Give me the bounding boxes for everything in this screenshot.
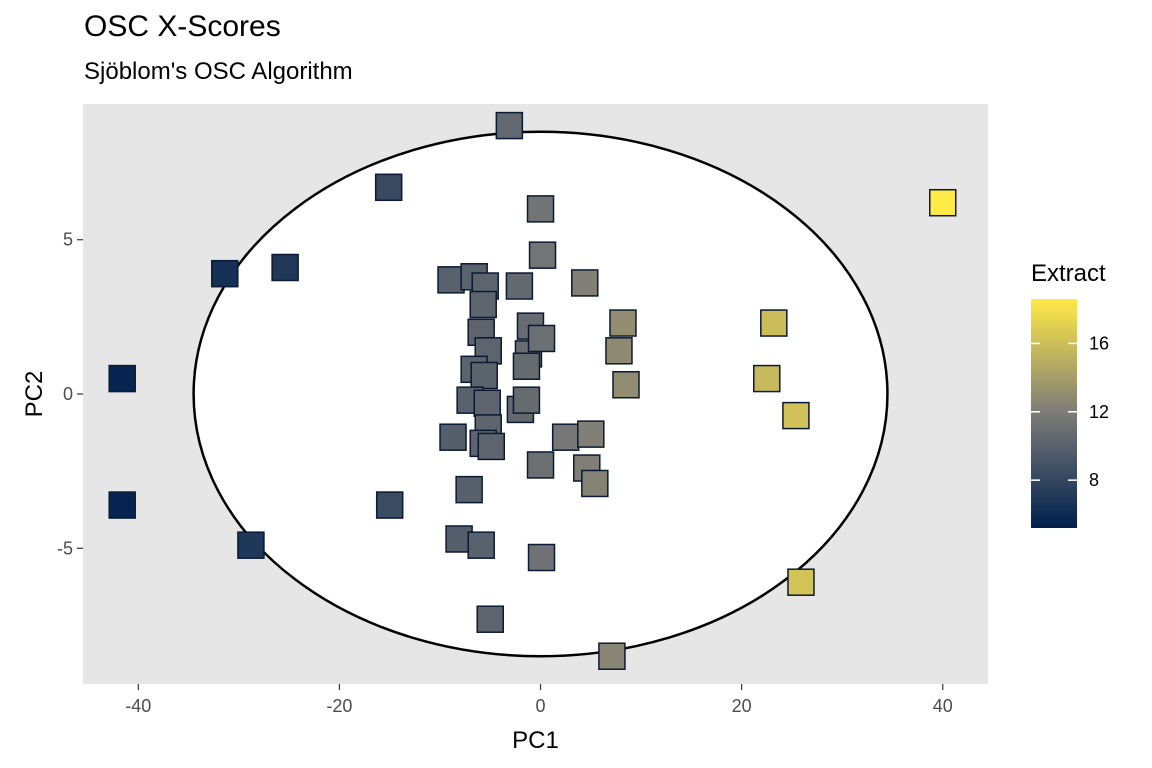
- legend-tick-label: 12: [1089, 402, 1109, 422]
- y-tick-label: 5: [63, 230, 73, 250]
- data-point-5: [271, 253, 299, 282]
- x-axis: -40 -20 0 20 40: [125, 684, 953, 716]
- x-tick-label: 40: [933, 696, 953, 716]
- data-point-22: [612, 370, 640, 399]
- data-point-11: [571, 269, 599, 297]
- data-point-36: [551, 423, 580, 451]
- data-point-35: [477, 432, 506, 461]
- data-point-26: [782, 401, 810, 430]
- data-point-14: [469, 290, 497, 319]
- x-tick-label: 0: [536, 696, 546, 716]
- data-point-6: [528, 241, 557, 269]
- x-tick-label: -20: [326, 696, 352, 716]
- data-point-43: [375, 491, 404, 519]
- legend-tick-label: 8: [1089, 470, 1099, 490]
- y-tick-label: 0: [63, 384, 73, 404]
- legend-tick-label: 16: [1089, 333, 1109, 353]
- data-point-40: [581, 469, 609, 498]
- y-axis-label: PC2: [21, 371, 48, 418]
- data-point-12: [609, 309, 637, 337]
- data-point-50: [598, 642, 626, 670]
- data-point-31: [512, 386, 541, 414]
- y-axis: -5 0 5: [57, 230, 83, 558]
- data-point-1: [526, 195, 555, 223]
- data-point-3: [929, 188, 957, 217]
- data-point-2: [374, 173, 403, 202]
- data-point-47: [527, 543, 556, 572]
- data-point-37: [577, 420, 605, 448]
- data-point-46: [237, 531, 265, 559]
- points-layer: [108, 111, 957, 670]
- data-point-27: [108, 364, 136, 393]
- data-point-4: [211, 259, 239, 288]
- data-point-13: [760, 309, 788, 337]
- legend-title: Extract: [1031, 260, 1106, 287]
- data-point-19: [527, 324, 556, 353]
- data-point-38: [526, 451, 555, 479]
- y-tick-label: -5: [57, 538, 73, 558]
- data-point-49: [476, 605, 504, 633]
- x-axis-label: PC1: [512, 727, 559, 754]
- data-point-10: [505, 272, 534, 300]
- chart-subtitle: Sjöblom's OSC Algorithm: [84, 58, 353, 85]
- chart-title: OSC X-Scores: [84, 10, 281, 43]
- data-point-29: [473, 389, 501, 418]
- data-point-21: [753, 364, 781, 393]
- data-point-20: [605, 337, 633, 365]
- legend-ticks: 8 12 16: [1031, 333, 1109, 490]
- color-legend: Extract 8 12 16: [1031, 260, 1109, 528]
- data-point-32: [439, 423, 467, 451]
- data-point-45: [467, 531, 495, 559]
- data-point-0: [495, 111, 524, 140]
- data-point-48: [787, 568, 815, 596]
- data-point-7: [437, 266, 465, 294]
- data-point-42: [108, 491, 136, 519]
- x-tick-label: 20: [732, 696, 752, 716]
- data-point-25: [512, 352, 541, 380]
- data-point-24: [470, 361, 498, 390]
- legend-colorbar: [1031, 299, 1077, 528]
- confidence-ellipse: [192, 130, 889, 658]
- data-point-41: [455, 475, 483, 504]
- x-tick-label: -40: [125, 696, 151, 716]
